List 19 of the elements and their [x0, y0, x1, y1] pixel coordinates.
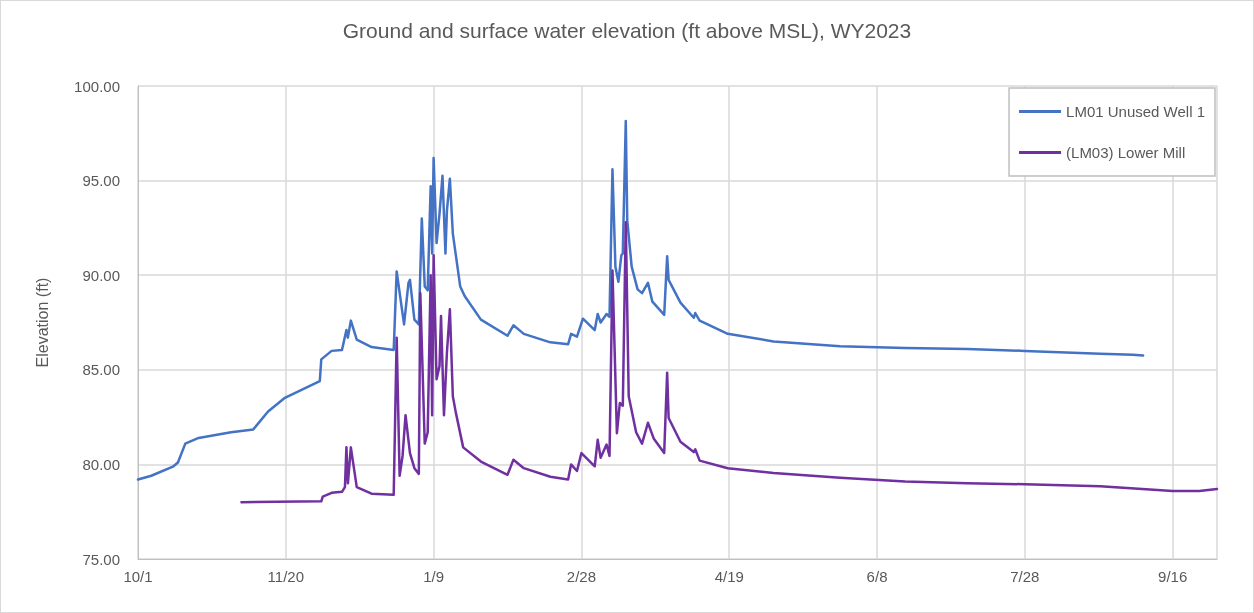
x-tick-label: 4/19: [714, 568, 744, 585]
y-tick-label: 90.00: [82, 266, 120, 284]
line-series: [240, 220, 1219, 504]
y-tick-label: 80.00: [82, 455, 120, 473]
chart-title: Ground and surface water elevation (ft above MSL), WY2023: [342, 19, 912, 42]
x-tick-label: 9/16: [1158, 568, 1188, 585]
x-tick-label: 6/8: [866, 568, 888, 585]
y-tick-label: 100.00: [74, 77, 120, 95]
legend-label: (LM03) Lower Mill: [1066, 144, 1186, 161]
x-tick-label: 2/28: [566, 568, 597, 585]
y-tick-label: 75.00: [82, 550, 120, 568]
x-tick-label: 7/28: [1010, 568, 1040, 585]
x-tick-label: 11/20: [267, 568, 305, 585]
legend-label: LM01 Unused Well 1: [1066, 103, 1206, 120]
y-tick-label: 95.00: [82, 172, 120, 190]
y-tick-label: 85.00: [82, 361, 120, 379]
y-axis-title: Elevation (ft): [33, 277, 51, 368]
x-tick-label: 1/9: [423, 568, 445, 585]
x-tick-label: 10/1: [123, 568, 153, 585]
